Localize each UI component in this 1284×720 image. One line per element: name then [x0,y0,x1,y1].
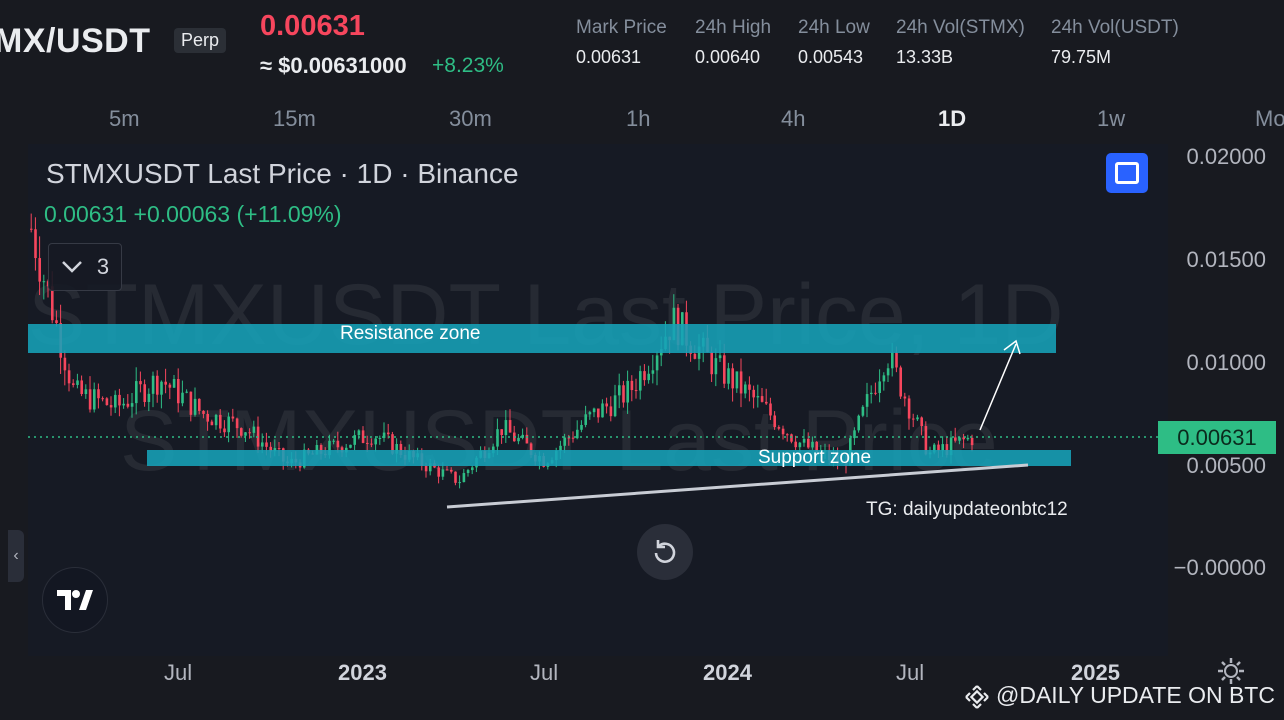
fullscreen-icon [1115,162,1139,184]
tab-month[interactable]: Mo [1255,106,1284,131]
stat-label: 24h Vol(USDT) [1051,17,1179,38]
tab-15m[interactable]: 15m [273,106,316,131]
stat-value: 0.00640 [695,47,761,67]
timeframe-bar: 5m 15m 30m 1h 4h 1D 1w Mo [0,92,1284,144]
stat-label: Mark Price [576,17,667,38]
stat-24h-low: 24h Low 0.00543 [798,17,870,68]
y-tick: 0.02000 [1186,144,1266,169]
ohlc-legend: 0.00631 +0.00063 (+11.09%) [44,201,342,227]
stat-value: 0.00543 [798,47,864,67]
chart-watermark: STMXUSDT Last Price, 1D [28,267,1064,363]
indicator-collapse-button[interactable]: 3 [48,243,122,291]
tab-4h[interactable]: 4h [781,106,806,131]
x-tick: 2023 [338,660,387,685]
support-label: Support zone [758,447,872,468]
chevron-down-icon [61,254,83,280]
tradingview-logo[interactable] [42,567,108,633]
stat-value: 0.00631 [576,47,642,67]
last-price: 0.00631 [260,10,365,42]
stat-24h-high: 24h High 0.00640 [695,17,771,68]
footer-watermark: @DAILY UPDATE ON BTC [996,682,1275,708]
chart-title: STMXUSDT Last Price · 1D · Binance [46,158,519,189]
y-tick: 0.00500 [1186,453,1266,478]
x-tick: Jul [164,660,193,685]
fullscreen-button[interactable] [1106,153,1148,193]
binance-logo-icon [965,685,989,709]
telegram-label: TG: dailyupdateonbtc12 [866,499,1068,520]
tab-1h[interactable]: 1h [626,106,651,131]
usd-price: ≈ $0.00631000 [260,53,407,78]
x-tick: 2024 [703,660,752,685]
chevron-left-icon[interactable]: ‹ [8,530,24,582]
resistance-label: Resistance zone [340,323,481,344]
stat-mark-price: Mark Price 0.00631 [576,17,667,68]
tab-1d[interactable]: 1D [938,106,967,131]
refresh-icon [654,540,676,563]
stat-value: 79.75M [1051,47,1112,67]
plot-pane[interactable] [28,144,1168,656]
stat-24h-vol-base: 24h Vol(STMX) 13.33B [896,17,1025,68]
chart-watermark: STMXUSDT Last Price [120,393,998,489]
x-tick: Jul [530,660,559,685]
tradingview-icon [57,590,93,610]
stat-label: 24h Low [798,17,870,38]
reset-chart-button[interactable] [637,524,693,580]
tab-1w[interactable]: 1w [1097,106,1126,131]
stat-value: 13.33B [896,47,954,67]
current-price-tag: 0.00631 [1158,421,1276,454]
stat-label: 24h Vol(STMX) [896,17,1025,38]
y-tick: 0.01500 [1186,247,1266,272]
tab-5m[interactable]: 5m [109,106,140,131]
y-tick: −0.00000 [1173,555,1266,580]
ticker-header: MX/USDT Perp 0.00631 ≈ $0.00631000 +8.23… [0,0,1284,92]
tab-30m[interactable]: 30m [449,106,492,131]
x-tick: Jul [896,660,925,685]
indicator-count: 3 [96,254,110,279]
y-tick: 0.01000 [1186,350,1266,375]
stat-label: 24h High [695,17,772,38]
x-tick: 2025 [1071,660,1120,685]
perp-badge: Perp [174,28,227,53]
price-change: +8.23% [432,54,504,77]
pair-symbol[interactable]: MX/USDT [0,22,151,60]
gear-icon[interactable] [1216,656,1246,686]
stat-24h-vol-quote: 24h Vol(USDT) 79.75M [1051,17,1179,68]
